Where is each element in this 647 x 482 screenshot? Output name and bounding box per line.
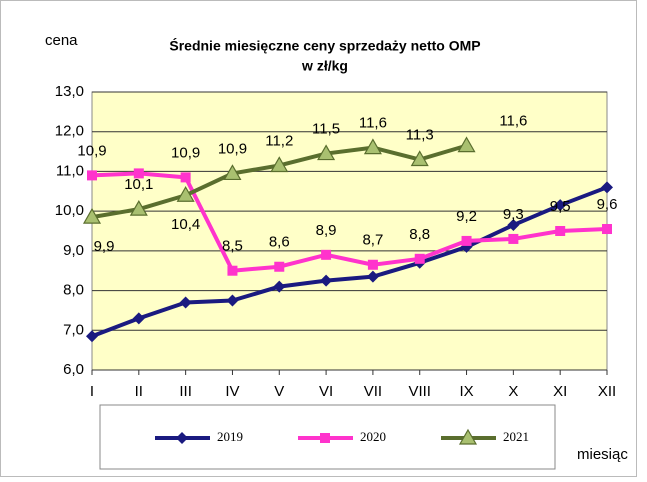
- point: [320, 274, 333, 287]
- point: [133, 168, 144, 179]
- x-tick-label: X: [508, 383, 518, 400]
- y-tick-label: 10,0: [55, 202, 84, 219]
- legend-label: 2019: [217, 429, 243, 444]
- point: [461, 235, 472, 246]
- data-label: 11,2: [265, 132, 293, 149]
- y-tick-label: 8,0: [63, 282, 84, 299]
- data-label: 9,9: [94, 238, 115, 255]
- point: [601, 181, 613, 194]
- point: [366, 270, 379, 283]
- data-label: 11,3: [406, 126, 434, 143]
- point: [367, 259, 378, 270]
- data-label: 10,9: [171, 144, 200, 161]
- legend-label: 2020: [360, 429, 386, 444]
- data-label: 10,4: [171, 216, 200, 233]
- y-tick-label: 11,0: [56, 162, 84, 179]
- point: [82, 207, 102, 224]
- x-tick-label: III: [179, 383, 192, 400]
- data-label: 9,5: [550, 198, 571, 215]
- point: [179, 296, 192, 309]
- x-tick-label: IX: [459, 383, 473, 400]
- point: [414, 253, 425, 264]
- x-tick-label: VI: [319, 383, 333, 400]
- x-tick-label: VIII: [408, 383, 431, 400]
- data-label: 8,7: [362, 232, 383, 249]
- point: [321, 249, 332, 260]
- y-tick-label: 12,0: [55, 123, 84, 140]
- point: [87, 170, 97, 181]
- point: [223, 164, 242, 181]
- data-label: 11,6: [359, 115, 387, 132]
- x-tick-label: XII: [598, 383, 616, 400]
- data-label: 8,8: [409, 226, 430, 243]
- point: [86, 330, 98, 343]
- data-label: 11,6: [499, 113, 527, 130]
- point: [602, 224, 612, 235]
- point: [508, 233, 519, 244]
- point: [132, 312, 145, 325]
- x-tick-label: VII: [364, 383, 382, 400]
- point: [176, 432, 188, 444]
- point: [176, 186, 195, 202]
- point: [555, 226, 566, 236]
- data-label: 10,9: [77, 142, 106, 159]
- data-label: 11,5: [312, 121, 340, 138]
- x-axis-label: miesiąc: [577, 446, 628, 463]
- point: [410, 150, 429, 167]
- series-line: [91, 185, 608, 339]
- data-label: 10,1: [124, 176, 153, 193]
- point: [507, 219, 520, 232]
- data-label: 10,9: [218, 140, 247, 157]
- x-tick-label: XI: [553, 383, 567, 400]
- point: [457, 136, 476, 153]
- x-tick-label: IV: [225, 383, 239, 400]
- data-label: 9,6: [597, 196, 618, 213]
- series-line: [91, 171, 608, 273]
- chart-subtitle: w zł/kg: [301, 58, 348, 74]
- point: [273, 280, 286, 293]
- data-label: 9,2: [456, 208, 477, 225]
- y-tick-label: 13,0: [55, 83, 84, 100]
- data-label: 9,3: [503, 206, 524, 223]
- y-tick-label: 6,0: [63, 361, 84, 378]
- point: [129, 199, 148, 216]
- point: [363, 138, 382, 155]
- point: [317, 144, 336, 161]
- point: [458, 428, 478, 445]
- y-tick-label: 7,0: [63, 321, 84, 338]
- data-label: 8,6: [269, 234, 290, 251]
- x-tick-label: I: [90, 383, 94, 400]
- x-tick-label: V: [274, 383, 284, 400]
- y-axis-label: cena: [45, 32, 78, 49]
- point: [226, 294, 239, 307]
- plot-area: [91, 91, 608, 371]
- data-label: 8,5: [222, 238, 243, 255]
- point: [270, 156, 289, 173]
- point: [274, 261, 285, 272]
- y-tick-label: 9,0: [63, 242, 84, 259]
- point: [227, 265, 238, 276]
- point: [180, 172, 191, 183]
- legend-label: 2021: [503, 429, 529, 444]
- point: [554, 199, 567, 212]
- chart-title: Średnie miesięczne ceny sprzedaży netto …: [169, 37, 480, 54]
- data-label: 8,9: [316, 222, 337, 239]
- x-tick-label: II: [135, 383, 143, 400]
- point: [320, 433, 330, 443]
